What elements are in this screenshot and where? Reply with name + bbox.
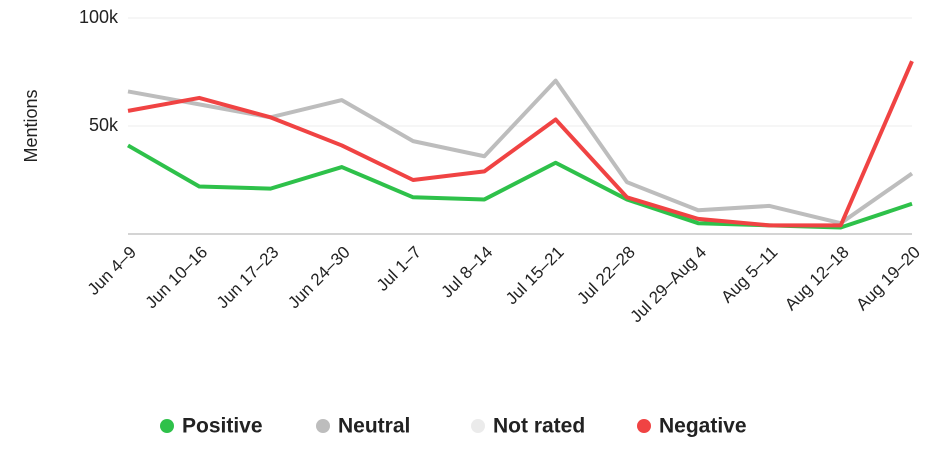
x-tick-label: Jun 10–16 xyxy=(142,243,212,313)
x-tick-label: Jul 1–7 xyxy=(373,243,425,295)
x-tick-label: Jul 15–21 xyxy=(502,243,568,309)
x-tick-label: Jul 8–14 xyxy=(437,243,496,302)
legend-label: Neutral xyxy=(338,415,410,438)
series-line xyxy=(127,60,914,228)
legend-marker xyxy=(471,419,485,433)
legend-label: Negative xyxy=(659,415,747,438)
y-tick-label: 100k xyxy=(79,7,119,27)
series-line xyxy=(127,143,913,230)
legend-marker xyxy=(316,419,330,433)
y-tick-label: 50k xyxy=(89,115,119,135)
x-tick-label: Jun 24–30 xyxy=(284,243,354,313)
series-line xyxy=(127,78,914,226)
x-tick-label: Jun 4–9 xyxy=(84,243,140,299)
x-tick-label: Aug 12–18 xyxy=(781,243,853,315)
x-tick-label: Jul 29–Aug 4 xyxy=(627,243,711,327)
x-tick-label: Jun 17–23 xyxy=(213,243,283,313)
legend-label: Not rated xyxy=(493,415,585,438)
legend-marker xyxy=(637,419,651,433)
x-tick-label: Jul 22–28 xyxy=(573,243,639,309)
x-tick-label: Aug 19–20 xyxy=(852,243,924,315)
legend-marker xyxy=(160,419,174,433)
y-axis-label: Mentions xyxy=(21,89,41,162)
legend-label: Positive xyxy=(182,415,263,438)
x-tick-label: Aug 5–11 xyxy=(717,243,781,307)
